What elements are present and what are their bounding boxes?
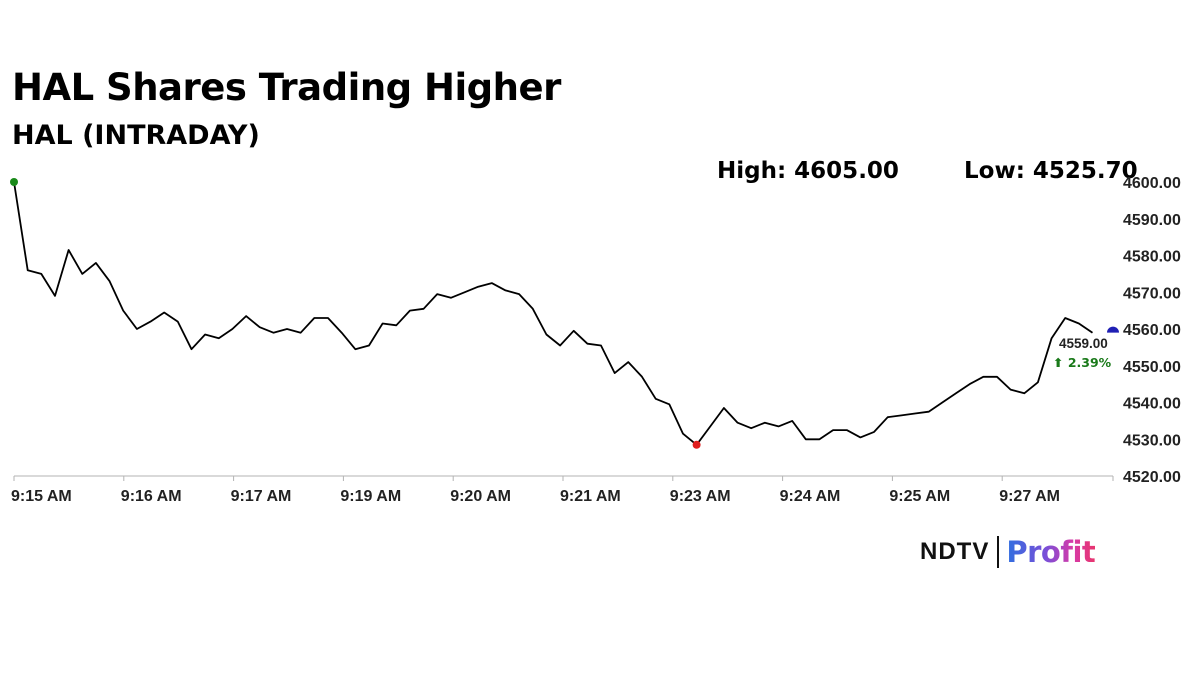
last-price-label: 4559.00 [1059, 336, 1108, 351]
x-tick-label: 9:20 AM [450, 488, 511, 505]
y-tick-label: 4540.00 [1123, 396, 1181, 413]
x-tick-label: 9:27 AM [999, 488, 1060, 505]
low-price-point [692, 440, 701, 449]
ndtv-profit-logo: NDTV Profit [920, 532, 1096, 572]
change-percent-label: ⬆ 2.39% [1053, 355, 1112, 370]
day-low: Low: 4525.70 [964, 158, 1138, 184]
y-tick-label: 4560.00 [1123, 322, 1181, 339]
profit-wordmark: Profit [1006, 535, 1096, 569]
y-tick-label: 4570.00 [1123, 285, 1181, 302]
y-tick-label: 4580.00 [1123, 249, 1181, 266]
x-tick-label: 9:25 AM [889, 488, 950, 505]
chart-subtitle: HAL (INTRADAY) [12, 120, 260, 151]
x-tick-label: 9:23 AM [670, 488, 731, 505]
y-tick-label: 4590.00 [1123, 212, 1181, 229]
logo-divider [997, 536, 1000, 568]
chart-title: HAL Shares Trading Higher [12, 66, 561, 109]
x-tick-label: 9:17 AM [231, 488, 292, 505]
day-high: High: 4605.00 [717, 158, 899, 184]
x-tick-label: 9:15 AM [11, 488, 72, 505]
y-tick-label: 4550.00 [1123, 359, 1181, 376]
y-tick-label: 4530.00 [1123, 432, 1181, 449]
x-tick-label: 9:19 AM [340, 488, 401, 505]
x-tick-label: 9:16 AM [121, 488, 182, 505]
open-price-point [10, 178, 18, 186]
x-tick-label: 9:21 AM [560, 488, 621, 505]
price-line [13, 181, 1094, 446]
y-tick-label: 4520.00 [1123, 469, 1181, 486]
x-tick-label: 9:24 AM [780, 488, 841, 505]
ndtv-wordmark: NDTV [920, 538, 990, 565]
last-price-marker [1107, 326, 1119, 333]
y-tick-label: 4600.00 [1123, 175, 1181, 192]
